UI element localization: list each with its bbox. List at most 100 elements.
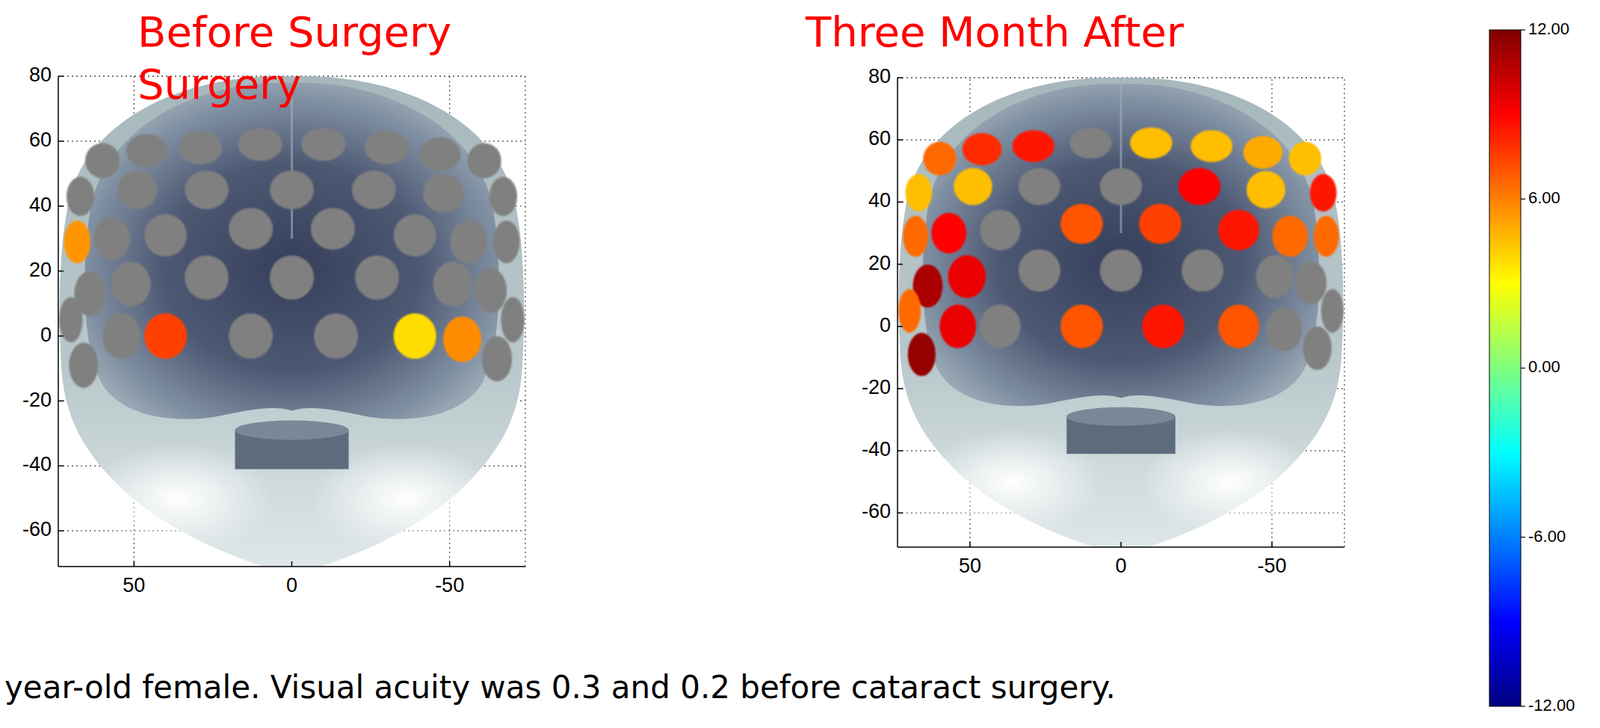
- channel: [313, 313, 358, 359]
- channel: [1012, 130, 1055, 163]
- channel: [68, 342, 98, 388]
- channel: [1302, 326, 1332, 370]
- channel: [93, 217, 131, 261]
- tick-label: -20: [22, 388, 52, 412]
- channel: [467, 142, 501, 178]
- channel: [1060, 204, 1104, 245]
- channel: [489, 177, 518, 216]
- tick-label: 20: [29, 258, 52, 281]
- tick: [449, 561, 451, 567]
- tick: [897, 76, 903, 79]
- channel: [178, 130, 222, 164]
- channel: [354, 255, 400, 300]
- tick: [133, 561, 136, 567]
- channel: [1190, 130, 1233, 163]
- channel: [117, 170, 158, 210]
- colorbar-tick: [1520, 29, 1526, 30]
- channel: [939, 304, 976, 349]
- panel: -60-40-20020406080500-50: [22, 63, 526, 597]
- channel: [1181, 248, 1224, 292]
- tick-label: 50: [958, 554, 982, 577]
- channel: [907, 332, 936, 376]
- channel: [1310, 174, 1337, 212]
- brainstem-top: [1066, 407, 1175, 426]
- channel: [1218, 209, 1260, 251]
- channel: [1100, 248, 1143, 292]
- channel: [1313, 215, 1340, 258]
- channel: [66, 177, 95, 216]
- channel: [1272, 215, 1309, 258]
- title-line: Before Surgery: [137, 7, 452, 57]
- tick-label: 0: [1114, 554, 1127, 577]
- tick-label: -40: [22, 452, 52, 476]
- channel: [449, 220, 488, 264]
- channel: [111, 261, 151, 307]
- tick-label: 0: [286, 573, 298, 597]
- tick-label: 80: [868, 65, 891, 88]
- channel: [1060, 304, 1104, 349]
- tick-label: -60: [861, 499, 891, 523]
- tick-label: 20: [868, 251, 891, 275]
- tick: [1271, 541, 1273, 548]
- tick-label: 60: [868, 127, 891, 150]
- channel: [931, 212, 967, 254]
- channel: [979, 304, 1021, 349]
- title-line: Surgery: [137, 59, 302, 109]
- channel: [301, 127, 346, 161]
- channel: [500, 296, 524, 343]
- channel: [184, 255, 229, 300]
- colorbar-label: -12.00: [1528, 695, 1575, 715]
- channel: [493, 220, 520, 264]
- channel: [1265, 307, 1303, 352]
- colorbar-tick: [1520, 536, 1526, 538]
- channel: [228, 207, 273, 250]
- channel: [85, 142, 120, 178]
- panel-title: Three Month After: [804, 7, 1185, 57]
- tick: [58, 205, 64, 208]
- channel: [144, 214, 187, 258]
- channel: [393, 214, 437, 258]
- head: [899, 77, 1344, 548]
- channel: [1178, 168, 1221, 205]
- channel: [1100, 168, 1143, 205]
- tick: [1120, 541, 1122, 548]
- tick-label: -40: [861, 437, 891, 461]
- colorbar-scale: [1489, 29, 1521, 707]
- head: [59, 76, 525, 567]
- channel: [1138, 204, 1182, 245]
- channel: [922, 141, 956, 176]
- fissure: [1120, 77, 1123, 234]
- tick: [969, 541, 971, 548]
- channel: [310, 207, 355, 250]
- channel: [948, 255, 987, 299]
- tick-label: 0: [40, 323, 52, 347]
- channel: [979, 209, 1021, 251]
- brainstem-top: [234, 420, 349, 441]
- tick: [58, 529, 64, 532]
- channel: [419, 136, 462, 172]
- channel: [102, 313, 141, 359]
- tick: [897, 201, 903, 204]
- colorbar-tick: [1520, 198, 1526, 200]
- colorbar-label: 0.00: [1528, 357, 1561, 376]
- channel: [238, 127, 283, 161]
- tick: [897, 263, 903, 266]
- tick: [58, 400, 64, 403]
- tick-label: 40: [29, 193, 52, 216]
- channel: [351, 170, 397, 210]
- colorbar-label: -6.00: [1528, 526, 1566, 546]
- panel-title: Before SurgerySurgery: [137, 7, 452, 109]
- channel: [228, 313, 273, 359]
- channel: [1018, 248, 1061, 292]
- tick-label: 80: [29, 63, 52, 86]
- channel: [144, 313, 187, 359]
- channel: [1295, 261, 1327, 305]
- tick-label: 0: [879, 313, 891, 337]
- channel: [902, 215, 929, 258]
- channels: [898, 127, 1344, 376]
- channel: [1243, 136, 1283, 169]
- channel: [184, 170, 229, 210]
- tick: [58, 75, 64, 77]
- frame: [524, 76, 526, 567]
- colorbar-tick: [1520, 367, 1526, 369]
